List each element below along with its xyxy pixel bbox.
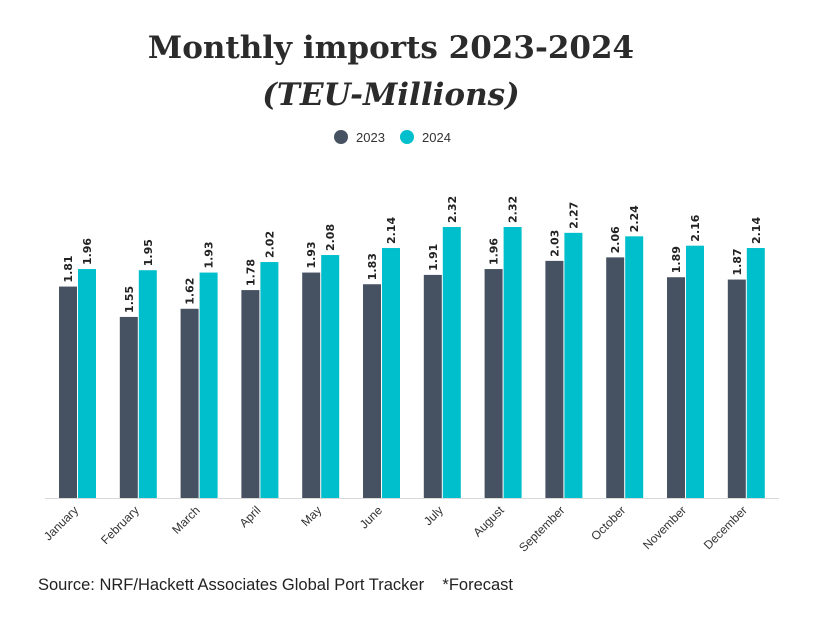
legend-marker-2024 (400, 130, 414, 144)
legend-marker-2023 (334, 130, 348, 144)
legend-label-2024: 2024 (422, 130, 451, 145)
value-label-2023-november: 1.89 (670, 246, 683, 273)
legend-label-2023: 2023 (356, 130, 385, 145)
bar-2023-september (545, 260, 564, 499)
value-label-2024-april: 2.02 (263, 231, 276, 258)
value-label-2024-march: 1.93 (203, 241, 216, 268)
bar-2024-april (260, 262, 279, 498)
bar-2023-july (423, 274, 442, 498)
x-tick-label-september: September (516, 503, 567, 554)
value-label-2024-june: 2.14 (385, 217, 398, 244)
bar-2023-may (302, 272, 321, 498)
x-tick-label-august: August (470, 503, 507, 540)
bar-2024-may (321, 255, 340, 498)
value-label-2023-april: 1.78 (244, 259, 257, 286)
bar-2024-october (625, 236, 644, 498)
bar-2024-december (746, 248, 765, 498)
value-label-2023-october: 2.06 (609, 226, 622, 253)
bar-2023-june (363, 284, 381, 498)
bar-2024-june (382, 248, 400, 498)
value-label-2023-february: 1.55 (123, 286, 136, 313)
value-label-2023-june: 1.83 (366, 253, 379, 280)
value-label-2023-january: 1.81 (62, 255, 75, 282)
bar-2023-february (119, 316, 138, 498)
bar-2024-september (564, 232, 583, 498)
x-tick-label-february: February (98, 503, 142, 547)
bar-2024-january (78, 269, 96, 498)
chart-title: Monthly imports 2023-2024 (148, 30, 634, 66)
x-tick-label-june: June (357, 503, 386, 532)
value-label-2024-december: 2.14 (750, 217, 763, 244)
x-tick-label-july: July (421, 503, 446, 528)
value-label-2024-august: 2.32 (507, 196, 520, 223)
bar-2024-november (686, 245, 704, 498)
bar-2023-november (667, 277, 685, 498)
x-tick-label-may: May (298, 503, 324, 529)
value-label-2023-july: 1.91 (427, 244, 440, 271)
value-label-2024-october: 2.24 (628, 205, 641, 232)
x-tick-label-december: December (701, 503, 750, 552)
value-label-2024-november: 2.16 (689, 214, 702, 241)
x-tick-label-march: March (169, 503, 202, 536)
bar-2024-march (199, 272, 218, 498)
chart-subtitle: (TEU-Millions) (262, 77, 519, 113)
value-label-2023-september: 2.03 (548, 230, 561, 257)
bar-2023-april (241, 290, 260, 498)
value-label-2023-august: 1.96 (488, 238, 501, 265)
value-label-2023-may: 1.93 (305, 241, 318, 268)
value-label-2023-december: 1.87 (731, 248, 744, 275)
bar-2023-october (606, 257, 625, 498)
x-tick-label-november: November (640, 503, 689, 552)
bars-group (59, 227, 765, 499)
bar-2023-march (180, 308, 199, 498)
x-tick-label-april: April (237, 503, 264, 530)
source-note: Source: NRF/Hackett Associates Global Po… (38, 576, 514, 594)
value-label-2024-september: 2.27 (567, 202, 580, 229)
value-labels-group: 1.81 1.96 1.55 1.95 1.62 1.93 1.78 2.02 1.93 2.08… (62, 196, 763, 313)
x-tick-labels-group: January February March April May June July Augu… (41, 503, 750, 555)
value-label-2024-february: 1.95 (142, 239, 155, 266)
value-label-2024-january: 1.96 (81, 238, 94, 265)
x-tick-label-october: October (588, 503, 628, 543)
value-label-2024-may: 2.08 (324, 224, 337, 251)
bar-2023-december (727, 279, 746, 498)
x-tick-label-january: January (41, 503, 81, 543)
value-label-2024-july: 2.32 (446, 196, 459, 223)
legend: 2023 2024 (334, 130, 451, 145)
bar-2024-august (503, 227, 522, 498)
bar-2023-august (484, 269, 503, 498)
bar-2023-january (59, 286, 77, 498)
bar-2024-july (442, 227, 461, 498)
bar-2024-february (138, 270, 157, 498)
value-label-2023-march: 1.62 (184, 278, 197, 305)
